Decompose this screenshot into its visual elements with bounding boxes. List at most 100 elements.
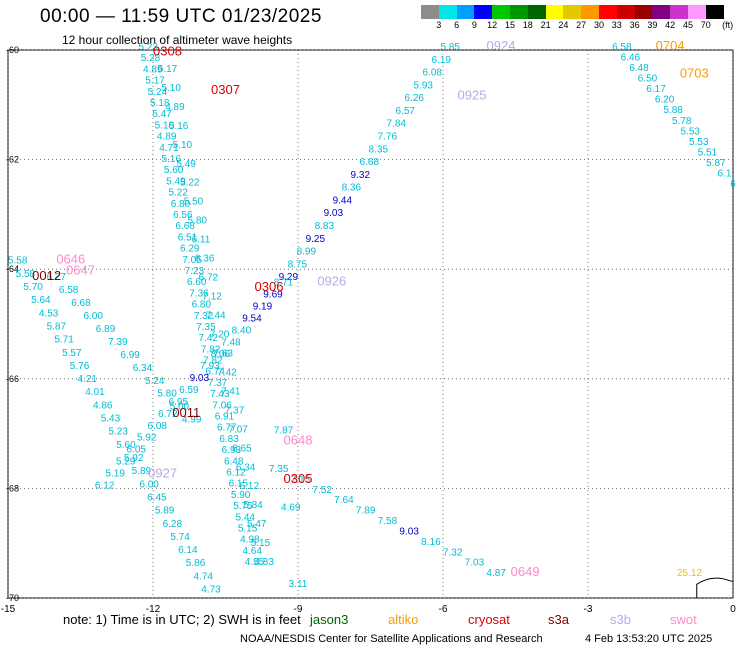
swh-value: 5.86 xyxy=(186,558,206,569)
swh-value: 5.43 xyxy=(101,414,121,425)
swh-value: 6.99 xyxy=(120,350,140,361)
swh-value: 5.93 xyxy=(414,80,434,91)
lat-tick-label: -68 xyxy=(6,483,19,493)
swh-value: 5.23 xyxy=(138,42,158,53)
swh-value: 7.89 xyxy=(356,506,376,517)
swh-value: 7.05 xyxy=(182,255,202,266)
swh-value: 4.87 xyxy=(486,568,506,579)
swh-value: 6.12 xyxy=(226,468,246,479)
swh-value: 6.68 xyxy=(175,221,195,232)
swh-value: 9.32 xyxy=(351,170,371,181)
colorbar-tick: 45 xyxy=(682,20,694,30)
swath-label: 0306 xyxy=(255,279,284,294)
swh-value: 6.28 xyxy=(163,519,183,530)
swh-value: 7.36 xyxy=(189,288,209,299)
swh-value: 6.65 xyxy=(232,443,252,454)
swh-value: 5.10 xyxy=(155,120,175,131)
swh-value: 4.21 xyxy=(78,374,98,385)
swh-value: 5.10 xyxy=(161,83,181,94)
swh-value: 6.00 xyxy=(139,479,159,490)
swh-value: 4.89 xyxy=(157,132,177,143)
swath-label: 0927 xyxy=(148,465,177,480)
swh-value: 7.84 xyxy=(387,119,407,130)
map-title: 00:00 — 11:59 UTC 01/23/2025 xyxy=(40,6,322,27)
swh-value: 3.11 xyxy=(289,579,308,590)
colorbar-tick: 6 xyxy=(454,20,460,30)
swh-value: 6.95 xyxy=(169,397,189,408)
swh-value: 7.44 xyxy=(206,311,226,322)
swh-value: 7.32 xyxy=(443,547,463,558)
swh-value: 6.15 xyxy=(229,479,249,490)
swh-value: 6.93 xyxy=(222,445,242,456)
swh-value: 7.32 xyxy=(194,311,214,322)
swh-value: 4.98 xyxy=(240,535,260,546)
lon-tick-label: -9 xyxy=(294,604,303,615)
swh-value: 7.39 xyxy=(108,337,128,348)
swh-value: 7.93 xyxy=(200,361,220,372)
swh-value: 7.82 xyxy=(203,356,223,367)
swh-value: 5.18 xyxy=(150,98,170,109)
swh-value: 5.22 xyxy=(180,178,200,189)
colorbar-tick: 33 xyxy=(611,20,622,30)
lon-tick-label: -6 xyxy=(439,604,448,615)
colorbar-swatch xyxy=(616,5,635,19)
colorbar-swatch xyxy=(509,5,528,19)
colorbar-tick: 12 xyxy=(487,20,498,30)
swh-value: 9.03 xyxy=(399,526,419,537)
lon-tick-label: 0 xyxy=(730,604,736,615)
swath-label: 0649 xyxy=(511,564,540,579)
swh-value: 6.60 xyxy=(187,277,207,288)
swh-value: 5.24 xyxy=(145,376,165,387)
swh-value: 6.56 xyxy=(173,210,193,221)
swh-value: 5.57 xyxy=(62,348,82,359)
swh-value: 8.40 xyxy=(232,325,252,336)
swh-value: 5.22 xyxy=(168,188,188,199)
swath-label: 0648 xyxy=(284,433,313,448)
swh-value: 5.53 xyxy=(681,126,701,137)
swh-value: 6.14 xyxy=(178,545,198,556)
credit-line: NOAA/NESDIS Center for Satellite Applica… xyxy=(240,633,543,645)
colorbar-tick: 18 xyxy=(522,20,533,30)
colorbar-swatch xyxy=(421,5,439,19)
colorbar-tick: 24 xyxy=(558,20,569,30)
lon-tick-label: -3 xyxy=(584,604,593,615)
swath-label: 0011 xyxy=(172,405,200,420)
mission-label-cryosat: cryosat xyxy=(468,612,510,627)
swh-value: 5.19 xyxy=(105,468,125,479)
swath-label: 0646 xyxy=(56,252,85,267)
swh-value: 6.80 xyxy=(171,199,191,210)
colorbar-swatch xyxy=(687,5,706,19)
swh-value: 4.73 xyxy=(201,585,221,596)
swh-value: 4.89 xyxy=(143,64,163,75)
swh-value: 6.26 xyxy=(405,93,425,104)
colorbar-tick: 3 xyxy=(436,20,442,30)
colorbar-tick: 15 xyxy=(504,20,516,30)
swh-value: 7.41 xyxy=(221,386,241,397)
swath-label: 0307 xyxy=(211,82,240,97)
colorbar-swatch xyxy=(634,5,653,19)
swh-value: 8.35 xyxy=(369,144,389,155)
swh-value: 8.36 xyxy=(342,183,362,194)
swh-value: 7.58 xyxy=(378,516,398,527)
swh-value: 6.08 xyxy=(148,421,168,432)
lat-tick-label: -62 xyxy=(6,155,19,165)
swh-value: 7.64 xyxy=(334,495,354,506)
swh-value: 7.42 xyxy=(199,333,219,344)
swh-value: 6.12 xyxy=(95,480,115,491)
swh-value: 5.92 xyxy=(124,453,144,464)
swh-value: 6.05 xyxy=(126,445,146,456)
swh-value: 9.03 xyxy=(324,208,344,219)
mission-label-jason3: jason3 xyxy=(310,612,349,627)
swh-value: 6.45 xyxy=(147,492,167,503)
swh-value: 7.37 xyxy=(225,405,245,416)
swh-value: 8.83 xyxy=(315,221,335,232)
lat-tick-label: -60 xyxy=(6,45,19,55)
colorbar-swatch xyxy=(598,5,617,19)
swh-value: 9.25 xyxy=(306,234,326,245)
swh-value: 6.58 xyxy=(612,42,632,53)
map-subtitle: 12 hour collection of altimeter wave hei… xyxy=(62,33,293,47)
swh-value: 5.53 xyxy=(689,137,709,148)
colorbar-unit: (ft) xyxy=(722,20,734,30)
